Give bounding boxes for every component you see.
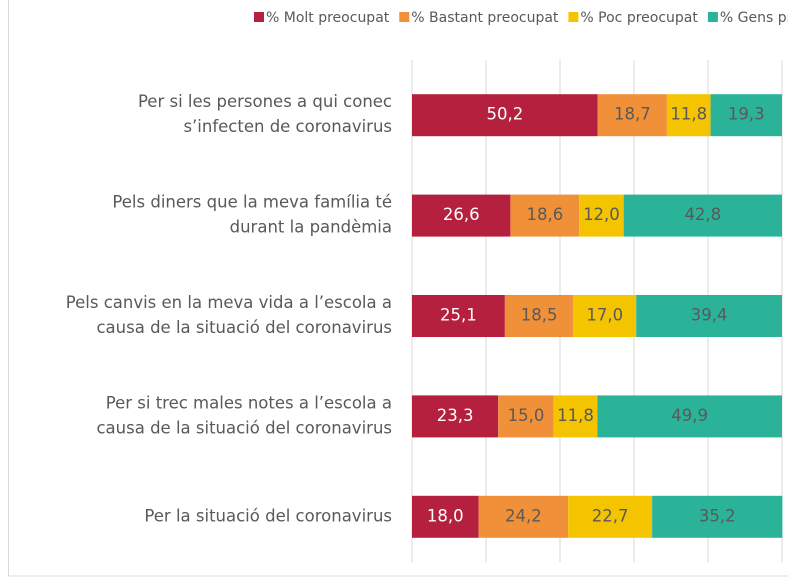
bar-segment xyxy=(412,395,499,438)
y-tick-label: causa de la situació del coronavirus xyxy=(96,318,392,337)
bar-segment xyxy=(579,194,624,237)
bar-segment xyxy=(504,295,574,337)
bar-segment xyxy=(636,295,782,337)
legend-label: % Poc preocupat xyxy=(580,10,698,26)
bar-segment xyxy=(573,295,637,337)
value-label: 18,6 xyxy=(526,205,563,224)
y-tick-label: s’infecten de coronavirus xyxy=(183,117,392,136)
value-label: 17,0 xyxy=(586,306,623,325)
value-label: 23,3 xyxy=(437,406,474,425)
legend-swatch xyxy=(399,12,410,22)
bar-segment xyxy=(412,295,505,337)
bar-segment xyxy=(623,194,782,237)
bar-segment xyxy=(666,94,711,137)
y-tick-label: Pels diners que la meva família té xyxy=(112,193,392,212)
bar-segment xyxy=(597,395,782,438)
y-tick-label: Per si les persones a qui conec xyxy=(138,92,392,111)
value-label: 18,0 xyxy=(427,506,464,525)
value-label: 24,2 xyxy=(505,506,542,525)
bar-segment xyxy=(652,495,783,538)
bar-segment xyxy=(710,94,782,137)
value-label: 35,2 xyxy=(699,506,736,525)
bar-segment xyxy=(412,94,598,137)
chart-frame xyxy=(8,0,788,577)
value-label: 18,5 xyxy=(521,306,558,325)
value-label: 22,7 xyxy=(592,506,629,525)
legend-label: % Gens preocupat xyxy=(720,10,788,26)
value-label: 25,1 xyxy=(440,306,477,325)
legend-label: % Molt preocupat xyxy=(266,10,390,26)
value-label: 15,0 xyxy=(508,406,545,425)
legend-label: % Bastant preocupat xyxy=(411,10,559,26)
bar-segment xyxy=(498,395,554,438)
value-label: 19,3 xyxy=(728,105,765,124)
value-label: 39,4 xyxy=(691,306,728,325)
bar-segment xyxy=(510,194,580,237)
value-label: 49,9 xyxy=(671,406,708,425)
legend-swatch xyxy=(707,12,718,22)
bar-segment xyxy=(568,495,653,538)
legend-swatch xyxy=(254,12,264,22)
value-label: 42,8 xyxy=(684,205,721,224)
value-label: 50,2 xyxy=(486,105,523,124)
value-label: 18,7 xyxy=(614,105,651,124)
y-tick-label: Per la situació del coronavirus xyxy=(144,506,392,525)
y-tick-label: causa de la situació del coronavirus xyxy=(96,418,392,437)
value-label: 26,6 xyxy=(443,205,480,224)
bar-segment xyxy=(412,194,511,237)
value-label: 11,8 xyxy=(557,406,594,425)
y-tick-label: Per si trec males notes a l’escola a xyxy=(106,393,392,412)
y-tick-label: Pels canvis en la meva vida a l’escola a xyxy=(66,293,392,312)
value-label: 12,0 xyxy=(583,205,620,224)
bar-segment xyxy=(597,94,667,137)
value-label: 11,8 xyxy=(670,105,707,124)
bar-segment xyxy=(412,495,479,538)
legend-swatch xyxy=(568,12,579,22)
y-tick-label: durant la pandèmia xyxy=(230,218,392,237)
bar-segment xyxy=(478,495,569,538)
bar-segment xyxy=(553,395,598,438)
